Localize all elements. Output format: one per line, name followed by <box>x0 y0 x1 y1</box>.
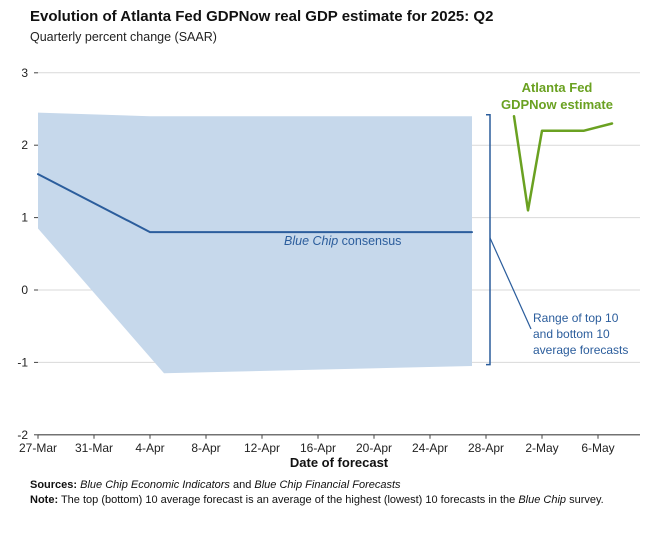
source-1: Blue Chip Economic Indicators <box>80 479 230 491</box>
consensus-label-rest: consensus <box>338 234 402 248</box>
note-line: Note: The top (bottom) 10 average foreca… <box>30 493 642 508</box>
blue-chip-consensus-line <box>37 173 473 234</box>
x-tick-label: 2-May <box>525 441 558 455</box>
x-tick-label: 4-Apr <box>135 441 164 455</box>
y-tick-label: 2 <box>21 138 28 152</box>
x-tick-label: 31-Mar <box>75 441 113 455</box>
note-text-1: The top (bottom) 10 average forecast is … <box>58 494 519 506</box>
y-tick-label: 3 <box>21 66 28 80</box>
note-label: Note: <box>30 494 59 506</box>
chart-subtitle: Quarterly percent change (SAAR) <box>30 30 217 44</box>
sources-joiner: and <box>229 479 255 491</box>
x-tick-label: 12-Apr <box>244 441 280 455</box>
x-tick-label: 20-Apr <box>356 441 392 455</box>
sources-label: Sources: <box>30 479 78 491</box>
x-tick-label: 28-Apr <box>468 441 504 455</box>
range-band-label: Range of top 10 and bottom 10 average fo… <box>533 311 629 357</box>
y-tick-label: 1 <box>21 211 28 225</box>
x-tick-label: 8-Apr <box>191 441 220 455</box>
source-2: Blue Chip Financial Forecasts <box>254 479 401 491</box>
gdpnow-line-label: Atlanta Fed GDPNow estimate <box>501 80 613 112</box>
chart-footnotes: Sources: Blue Chip Economic Indicators a… <box>30 478 642 508</box>
x-axis-title: Date of forecast <box>289 455 389 470</box>
x-tick-label: 16-Apr <box>300 441 336 455</box>
note-italic: Blue Chip <box>518 494 567 506</box>
consensus-line-label: Blue Chip consensus <box>284 234 401 248</box>
atlanta-fed-gdpnow-estimate-line <box>512 114 614 212</box>
forecast-range-band <box>38 112 472 374</box>
range-bracket <box>486 114 491 366</box>
chart-title: Evolution of Atlanta Fed GDPNow real GDP… <box>30 8 494 25</box>
y-tick-label: 0 <box>21 283 28 297</box>
consensus-label-italic: Blue Chip <box>284 234 339 248</box>
range-leader-line <box>489 237 532 330</box>
sources-line: Sources: Blue Chip Economic Indicators a… <box>30 478 642 493</box>
x-tick-label: 24-Apr <box>412 441 448 455</box>
y-tick-label: -1 <box>17 355 28 369</box>
x-tick-label: 6-May <box>581 441 614 455</box>
x-tick-label: 27-Mar <box>19 441 57 455</box>
y-tick-label: -2 <box>17 428 28 442</box>
note-text-2: survey. <box>566 494 604 506</box>
